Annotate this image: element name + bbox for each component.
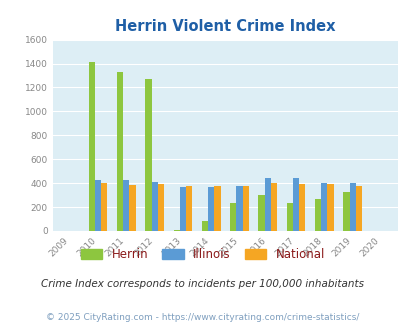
Bar [145,79,151,231]
Bar [214,186,220,231]
Bar [327,184,333,231]
Bar [270,183,277,231]
Bar [157,183,164,231]
Bar [117,72,123,231]
Bar [320,183,327,231]
Bar [292,178,298,231]
Bar [129,185,135,231]
Bar [264,178,270,231]
Bar [258,195,264,231]
Title: Herrin Violent Crime Index: Herrin Violent Crime Index [115,19,335,34]
Bar [236,185,242,231]
Bar [343,191,349,231]
Bar [123,180,129,231]
Text: © 2025 CityRating.com - https://www.cityrating.com/crime-statistics/: © 2025 CityRating.com - https://www.city… [46,313,359,322]
Bar [88,62,95,231]
Bar [298,184,305,231]
Bar [314,199,320,231]
Bar [286,204,292,231]
Bar [201,221,208,231]
Bar [151,182,157,231]
Bar [355,186,361,231]
Text: Crime Index corresponds to incidents per 100,000 inhabitants: Crime Index corresponds to incidents per… [41,279,364,289]
Legend: Herrin, Illinois, National: Herrin, Illinois, National [76,244,329,266]
Bar [173,230,179,231]
Bar [242,186,248,231]
Bar [179,187,185,231]
Bar [349,182,355,231]
Bar [208,187,214,231]
Bar [101,183,107,231]
Bar [185,186,192,231]
Bar [230,204,236,231]
Bar [95,180,101,231]
